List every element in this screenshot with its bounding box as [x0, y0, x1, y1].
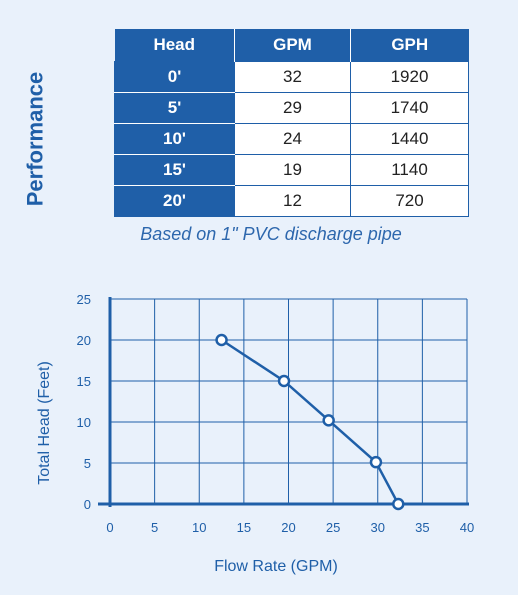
- gph-cell: 720: [350, 185, 469, 217]
- gph-cell: 1440: [350, 123, 469, 155]
- y-tick-label: 25: [77, 292, 91, 307]
- grid-layer: [110, 298, 468, 504]
- caption: Based on 1" PVC discharge pipe: [140, 224, 402, 244]
- head-cell: 10': [114, 123, 235, 155]
- gph-cell: 1740: [350, 92, 469, 124]
- y-tick-label: 20: [77, 333, 91, 348]
- gpm-cell: 12: [234, 185, 351, 217]
- performance-table: Head GPM GPH 0' 32 1920 5' 29 1740 10' 2…: [114, 29, 469, 217]
- x-tick-label: 35: [415, 520, 429, 535]
- caption-container: Based on 1" PVC discharge pipe: [0, 224, 518, 245]
- header-gph: GPH: [350, 29, 469, 62]
- y-tick-label: 0: [84, 497, 91, 512]
- x-tick-label: 20: [281, 520, 295, 535]
- head-cell: 20': [114, 185, 235, 217]
- gph-cell: 1920: [350, 61, 469, 93]
- data-point: [369, 455, 383, 469]
- table-header-row: Head GPM GPH: [114, 29, 469, 62]
- table-row: 0' 32 1920: [114, 61, 469, 93]
- y-tick-label: 15: [77, 374, 91, 389]
- y-axis-title: Total Head (Feet): [36, 361, 53, 485]
- gpm-cell: 19: [234, 154, 351, 186]
- data-point: [392, 497, 405, 511]
- header-head: Head: [114, 29, 235, 62]
- table-row: 5' 29 1740: [114, 92, 469, 124]
- x-tick-label: 0: [106, 520, 113, 535]
- x-tick-label: 10: [192, 520, 206, 535]
- header-gpm: GPM: [234, 29, 351, 62]
- x-tick-label: 15: [237, 520, 251, 535]
- data-point: [215, 333, 228, 347]
- tick-label-layer: 0 5 10 15 20 25 30 35 40 0 5 10 15 20 25: [77, 292, 475, 535]
- y-tick-label: 10: [77, 415, 91, 430]
- x-tick-label: 25: [326, 520, 340, 535]
- axis-layer: [98, 297, 469, 507]
- y-tick-label: 5: [84, 456, 91, 471]
- table-row: 20' 12 720: [114, 185, 469, 217]
- x-tick-label: 40: [460, 520, 474, 535]
- head-cell: 15': [114, 154, 235, 186]
- head-cell: 5': [114, 92, 235, 124]
- x-tick-label: 30: [371, 520, 385, 535]
- x-axis-title: Flow Rate (GPM): [214, 558, 338, 575]
- x-tick-label: 5: [151, 520, 158, 535]
- data-point: [322, 414, 335, 427]
- data-point: [277, 374, 291, 388]
- series-layer: [215, 333, 405, 511]
